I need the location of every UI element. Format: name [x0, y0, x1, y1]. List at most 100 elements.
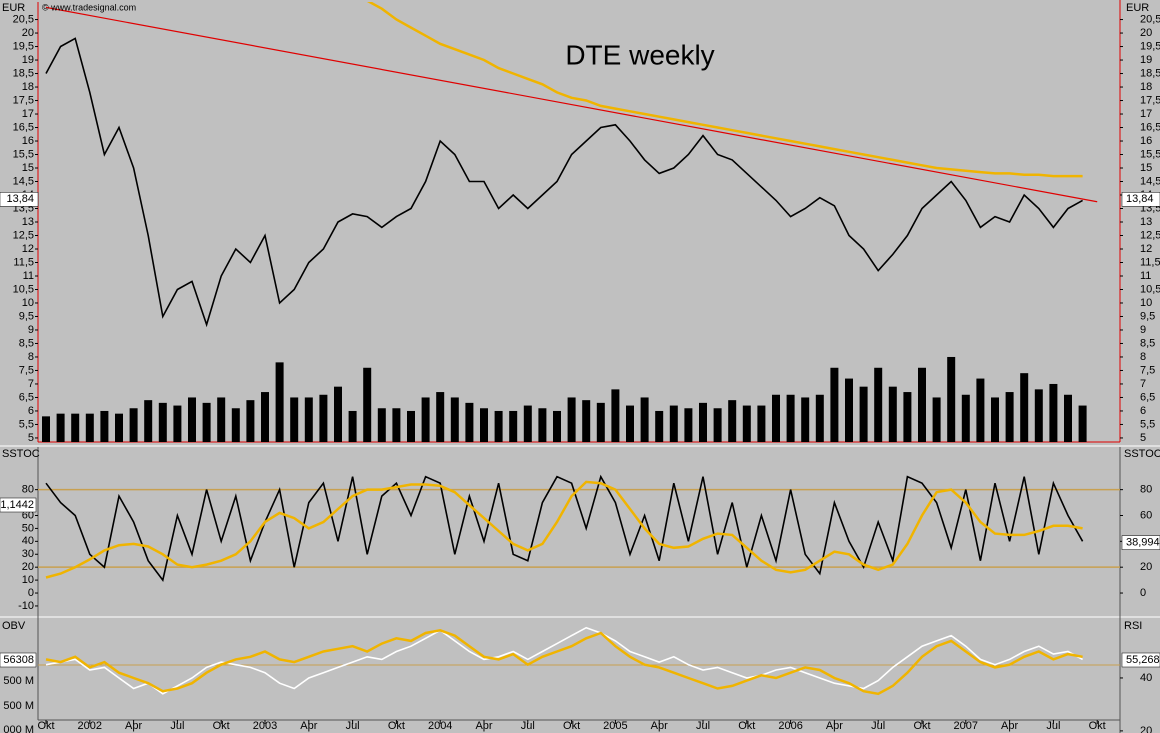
x-tick-label: Apr	[651, 720, 668, 732]
value-box	[1121, 192, 1160, 207]
volume-bar	[582, 400, 591, 442]
y-tick-label: 6	[28, 405, 34, 417]
volume-bar	[421, 397, 430, 442]
volume-bar	[202, 402, 211, 442]
y-tick-label: 0	[1140, 587, 1146, 599]
volume-bar	[129, 408, 138, 442]
x-tick-label: Jul	[696, 720, 710, 732]
y-tick-label: 15	[1140, 162, 1152, 174]
x-tick-label: 2005	[603, 720, 627, 732]
x-tick-label: Apr	[1001, 720, 1018, 732]
y-axis-label: OBV	[2, 620, 26, 632]
volume-bar	[947, 356, 956, 442]
y-tick-label: 11	[1140, 270, 1151, 282]
x-tick-label: 2006	[778, 720, 802, 732]
y-tick-label: 20	[1140, 561, 1152, 573]
volume-bar	[669, 405, 678, 442]
y-tick-label: 500 M	[3, 700, 34, 712]
volume-bar	[115, 413, 123, 442]
volume-bar	[363, 367, 372, 442]
y-tick-label: 16	[1140, 135, 1152, 147]
axes: 55,566,577,588,599,51010,51111,51212,513…	[0, 13, 1160, 733]
volume-bar	[626, 405, 634, 442]
volume-bar	[144, 400, 153, 442]
x-tick-label: Apr	[125, 720, 142, 732]
volume-bar	[523, 405, 532, 442]
y-tick-label: 6,5	[1140, 391, 1155, 403]
x-tick-label: Jul	[521, 720, 535, 732]
value-label: 13,84	[6, 193, 34, 205]
volume-bar	[1064, 394, 1072, 442]
y-tick-label: 8	[1140, 351, 1146, 363]
chart-title: DTE weekly	[565, 39, 714, 70]
series-line	[366, 2, 1083, 178]
volume-bar	[188, 397, 196, 442]
series-line	[45, 37, 1083, 328]
y-tick-label: 18,5	[13, 67, 34, 79]
volume-bar	[976, 378, 985, 442]
volume-bar	[392, 408, 401, 442]
volume-bar	[567, 397, 576, 442]
y-tick-label: 11,5	[13, 256, 34, 268]
y-tick-label: 500 M	[3, 675, 34, 687]
volume-bar	[845, 378, 853, 442]
y-tick-label: 20,5	[1140, 13, 1160, 25]
x-tick-label: Apr	[300, 720, 317, 732]
series-line	[45, 474, 1084, 582]
x-tick-label: Apr	[826, 720, 843, 732]
y-tick-label: 19	[22, 54, 34, 66]
y-tick-label: 18	[1140, 81, 1152, 93]
x-tick-label: Okt	[1089, 720, 1106, 732]
y-tick-label: 17,5	[1140, 94, 1160, 106]
y-tick-label: 19,5	[13, 40, 34, 52]
volume-bar	[991, 397, 999, 442]
volume-bar	[640, 397, 649, 442]
volume-bar	[611, 389, 620, 442]
x-tick-label: 2004	[428, 720, 452, 732]
y-tick-label: 9,5	[1140, 310, 1155, 322]
y-tick-label: 17	[1140, 108, 1152, 120]
volume-bar	[888, 386, 897, 442]
y-tick-label: 17,5	[13, 94, 34, 106]
x-tick-label: Okt	[37, 720, 54, 732]
volume-bar	[961, 394, 970, 442]
x-tick-label: Okt	[213, 720, 230, 732]
y-tick-label: 50	[22, 522, 34, 534]
volume-bar	[903, 392, 912, 442]
x-tick-label: Jul	[346, 720, 360, 732]
volume-bar	[480, 408, 488, 442]
y2-axis-label: EUR	[1126, 2, 1149, 14]
stochastic-plot	[38, 474, 1120, 582]
y-tick-label: 10,5	[13, 283, 34, 295]
y-tick-label: 11,5	[1140, 256, 1160, 268]
y-tick-label: 9	[28, 324, 34, 336]
y-tick-label: -10	[18, 600, 34, 612]
volume-bar	[728, 400, 737, 442]
x-tick-label: 2003	[253, 720, 277, 732]
x-tick-label: Okt	[738, 720, 755, 732]
y-tick-label: 15,5	[1140, 148, 1160, 160]
volume-bar	[1049, 383, 1058, 442]
volume-bar	[1034, 389, 1043, 442]
y2-axis-label: RSI	[1124, 620, 1142, 632]
y-tick-label: 10	[22, 297, 34, 309]
volume-bar	[757, 405, 766, 442]
y-tick-label: 16,5	[13, 121, 34, 133]
y-tick-label: 6,5	[19, 391, 34, 403]
x-tick-label: 2007	[954, 720, 978, 732]
volume-bar	[772, 394, 780, 442]
volume-bar	[874, 367, 883, 442]
volume-bar	[85, 413, 94, 442]
y-tick-label: 19,5	[1140, 40, 1160, 52]
y-tick-label: 9	[1140, 324, 1146, 336]
x-tick-label: Okt	[563, 720, 580, 732]
volume-bar	[319, 394, 328, 442]
watermark: © www.tradesignal.com	[42, 2, 136, 12]
volume-bar	[465, 402, 474, 442]
y-tick-label: 16,5	[1140, 121, 1160, 133]
y-tick-label: 8	[28, 351, 34, 363]
y-tick-label: 18,5	[1140, 67, 1160, 79]
y-tick-label: 10	[22, 574, 34, 586]
y-tick-label: 80	[22, 484, 34, 496]
